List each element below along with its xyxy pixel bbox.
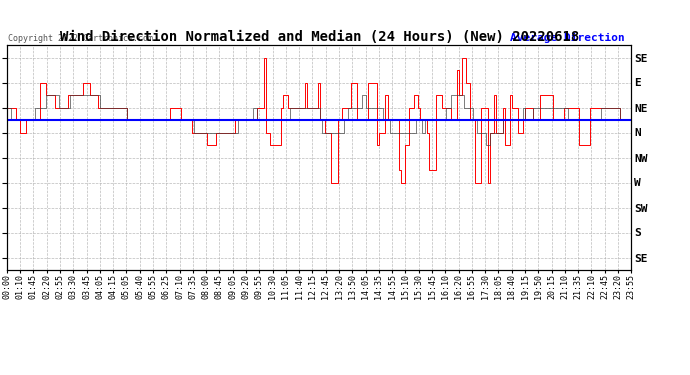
Title: Wind Direction Normalized and Median (24 Hours) (New) 20220618: Wind Direction Normalized and Median (24… bbox=[59, 30, 579, 44]
Text: Copyright 2022 Cartronics.com: Copyright 2022 Cartronics.com bbox=[8, 34, 152, 43]
Text: Average Direction: Average Direction bbox=[511, 33, 625, 43]
